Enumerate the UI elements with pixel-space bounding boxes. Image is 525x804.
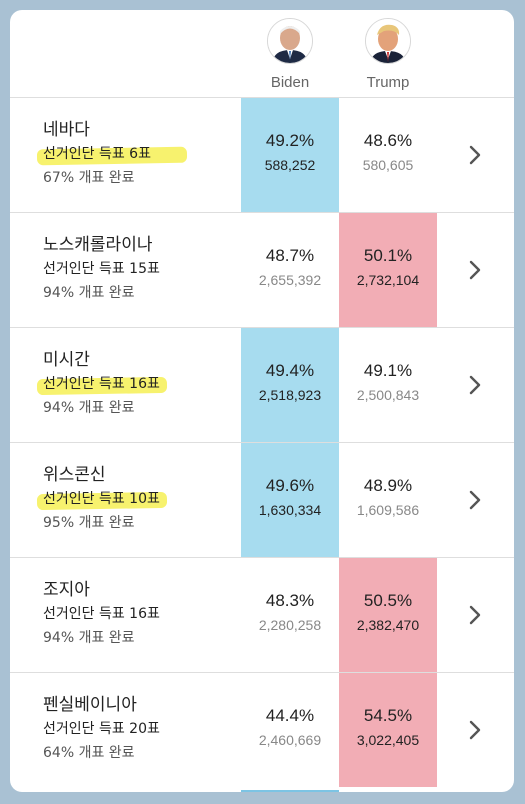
state-row[interactable]: 미시간 선거인단 득표 16표 94% 개표 완료 49.4% 2,518,923 49.… (10, 327, 514, 442)
chevron-right-icon[interactable] (468, 489, 482, 511)
electoral-votes-label: 선거인단 득표 16표 (43, 606, 160, 622)
biden-percent: 49.4% (265, 361, 315, 380)
trump-votes: 3,022,405 (356, 732, 420, 748)
trump-percent: 50.1% (363, 246, 413, 265)
electoral-votes-label: 선거인단 득표 15표 (43, 261, 160, 277)
biden-avatar (267, 18, 313, 64)
reporting-status: 95% 개표 완료 (43, 515, 135, 531)
biden-votes: 2,280,258 (258, 617, 322, 633)
candidate-trump: Trump (339, 18, 437, 91)
trump-name: Trump (366, 74, 410, 91)
trump-result-cell: 54.5% 3,022,405 (339, 673, 437, 787)
biden-votes: 588,252 (264, 157, 316, 173)
biden-name: Biden (270, 74, 310, 91)
next-row-biden-fill (241, 790, 339, 792)
electoral-votes: 선거인단 득표 16표 (36, 372, 168, 396)
electoral-votes: 선거인단 득표 20표 (43, 717, 160, 741)
electoral-votes-label: 선거인단 득표 16표 (43, 376, 160, 392)
electoral-votes-label: 선거인단 득표 6표 (43, 146, 151, 162)
electoral-votes-label: 선거인단 득표 10표 (43, 491, 160, 507)
biden-result-cell: 49.2% 588,252 (241, 98, 339, 212)
state-name: 조지아 (43, 580, 90, 600)
trump-percent: 49.1% (363, 361, 413, 380)
trump-votes: 2,500,843 (356, 387, 420, 403)
reporting-status: 64% 개표 완료 (43, 745, 135, 761)
state-name: 위스콘신 (43, 465, 106, 485)
reporting-status: 94% 개표 완료 (43, 400, 135, 416)
chevron-right-icon[interactable] (468, 374, 482, 396)
chevron-right-icon[interactable] (468, 604, 482, 626)
state-name: 네바다 (43, 120, 90, 140)
trump-result-cell: 49.1% 2,500,843 (339, 328, 437, 442)
biden-votes: 2,460,669 (258, 732, 322, 748)
trump-result-cell: 50.1% 2,732,104 (339, 213, 437, 327)
trump-result-cell: 48.6% 580,605 (339, 98, 437, 212)
trump-votes: 2,732,104 (356, 272, 420, 288)
electoral-votes-label: 선거인단 득표 20표 (43, 721, 160, 737)
reporting-status: 67% 개표 완료 (43, 170, 135, 186)
biden-percent: 48.3% (265, 591, 315, 610)
biden-result-cell: 44.4% 2,460,669 (241, 673, 339, 787)
biden-percent: 49.6% (265, 476, 315, 495)
chevron-right-icon[interactable] (468, 259, 482, 281)
state-name: 노스캐롤라이나 (43, 235, 153, 255)
state-name: 펜실베이니아 (43, 695, 137, 715)
biden-result-cell: 49.4% 2,518,923 (241, 328, 339, 442)
biden-percent: 48.7% (265, 246, 315, 265)
trump-percent: 48.6% (363, 131, 413, 150)
reporting-status: 94% 개표 완료 (43, 285, 135, 301)
biden-result-cell: 48.3% 2,280,258 (241, 558, 339, 672)
trump-votes: 1,609,586 (356, 502, 420, 518)
trump-result-cell: 50.5% 2,382,470 (339, 558, 437, 672)
trump-result-cell: 48.9% 1,609,586 (339, 443, 437, 557)
electoral-votes: 선거인단 득표 10표 (36, 487, 168, 511)
biden-votes: 1,630,334 (258, 502, 322, 518)
electoral-votes: 선거인단 득표 16표 (43, 602, 160, 626)
trump-avatar (365, 18, 411, 64)
trump-votes: 2,382,470 (356, 617, 420, 633)
biden-votes: 2,518,923 (258, 387, 322, 403)
trump-percent: 50.5% (363, 591, 413, 610)
biden-result-cell: 49.6% 1,630,334 (241, 443, 339, 557)
state-name: 미시간 (43, 350, 90, 370)
trump-percent: 54.5% (363, 706, 413, 725)
biden-result-cell: 48.7% 2,655,392 (241, 213, 339, 327)
electoral-votes: 선거인단 득표 6표 (36, 142, 188, 166)
trump-votes: 580,605 (362, 157, 414, 173)
biden-percent: 49.2% (265, 131, 315, 150)
candidate-biden: Biden (241, 18, 339, 91)
biden-votes: 2,655,392 (258, 272, 322, 288)
electoral-votes: 선거인단 득표 15표 (43, 257, 160, 281)
candidate-header: Biden Trump (10, 10, 514, 97)
reporting-status: 94% 개표 완료 (43, 630, 135, 646)
trump-percent: 48.9% (363, 476, 413, 495)
biden-percent: 44.4% (265, 706, 315, 725)
chevron-right-icon[interactable] (468, 144, 482, 166)
chevron-right-icon[interactable] (468, 719, 482, 741)
